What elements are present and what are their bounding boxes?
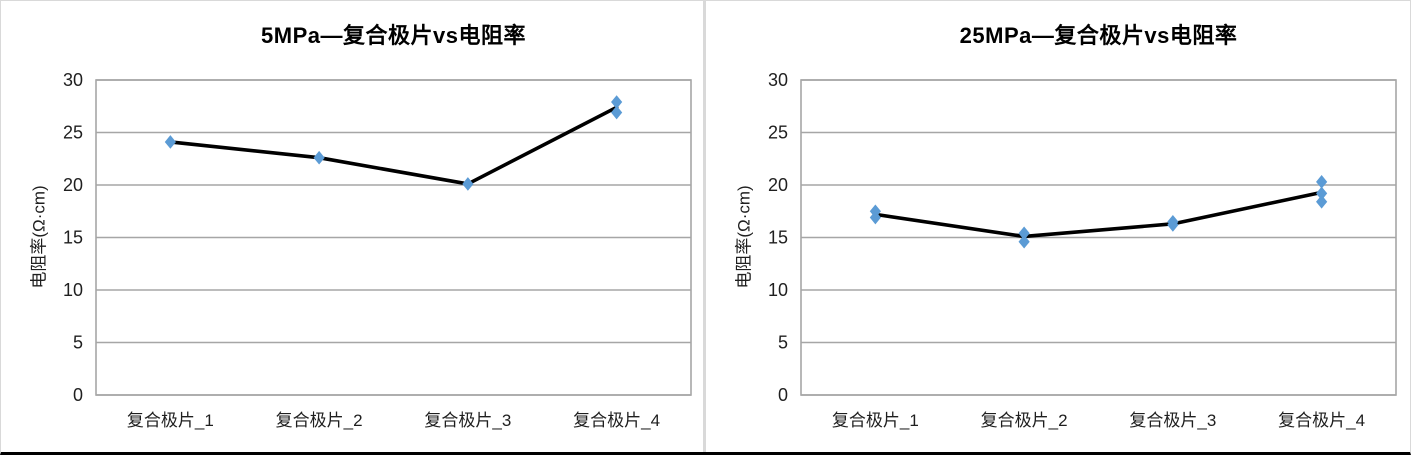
- y-tick-label: 5: [73, 333, 83, 353]
- y-tick-label: 10: [768, 280, 788, 300]
- plot-border: [95, 79, 692, 396]
- chart-panel-25mpa: 25MPa—复合极片vs电阻率 电阻率(Ω·cm) 0 5 10 15 20 25 30 复合…: [706, 1, 1410, 452]
- chart-title-5mpa: 5MPa—复合极片vs电阻率: [261, 23, 526, 48]
- plot-border: [800, 79, 1397, 396]
- panel-divider: [703, 1, 706, 452]
- x-category-label: 复合极片_4: [1278, 411, 1365, 430]
- x-category-label: 复合极片_2: [276, 411, 363, 430]
- chart-title-25mpa: 25MPa—复合极片vs电阻率: [959, 23, 1238, 48]
- y-tick-label: 30: [63, 70, 83, 90]
- data-point-marker: [611, 95, 623, 109]
- mean-line: [873, 190, 1324, 239]
- y-tick-label: 15: [768, 228, 788, 248]
- y-tick-label: 20: [63, 175, 83, 195]
- y-tick-label: 30: [768, 70, 788, 90]
- x-category-label: 复合极片_2: [981, 411, 1068, 430]
- data-point-marker: [313, 150, 325, 165]
- data-point-marker: [1316, 195, 1328, 209]
- x-category-label: 复合极片_1: [832, 411, 919, 430]
- y-tick-label: 5: [778, 333, 788, 353]
- y-tick-label: 25: [63, 123, 83, 143]
- y-tick-label: 10: [63, 280, 83, 300]
- chart-panel-5mpa: 5MPa—复合极片vs电阻率 电阻率(Ω·cm) 0 5 10 15 20 25 30 复合极…: [1, 1, 703, 452]
- plot-area-5mpa: 0 5 10 15 20 25 30 复合极片_1 复合极片_2 复合极片_3 复合极片_4: [63, 70, 692, 430]
- plot-area-25mpa: 0 5 10 15 20 25 30 复合极片_1 复合极片_2 复合极片_3 复合极片_4: [768, 70, 1397, 430]
- data-point-marker: [869, 210, 881, 225]
- data-point-marker: [611, 105, 623, 120]
- data-point-marker: [164, 135, 176, 149]
- x-category-label: 复合极片_1: [127, 411, 214, 430]
- x-category-label: 复合极片_4: [573, 411, 660, 430]
- y-tick-label: 0: [73, 385, 83, 405]
- y-tick-label: 20: [768, 175, 788, 195]
- x-category-label: 复合极片_3: [1129, 411, 1216, 430]
- y-tick-label: 25: [768, 123, 788, 143]
- mean-line: [168, 105, 619, 186]
- x-category-label: 复合极片_3: [424, 411, 511, 430]
- data-point-marker: [462, 177, 474, 191]
- y-tick-label: 0: [778, 385, 788, 405]
- y-tick-label: 15: [63, 228, 83, 248]
